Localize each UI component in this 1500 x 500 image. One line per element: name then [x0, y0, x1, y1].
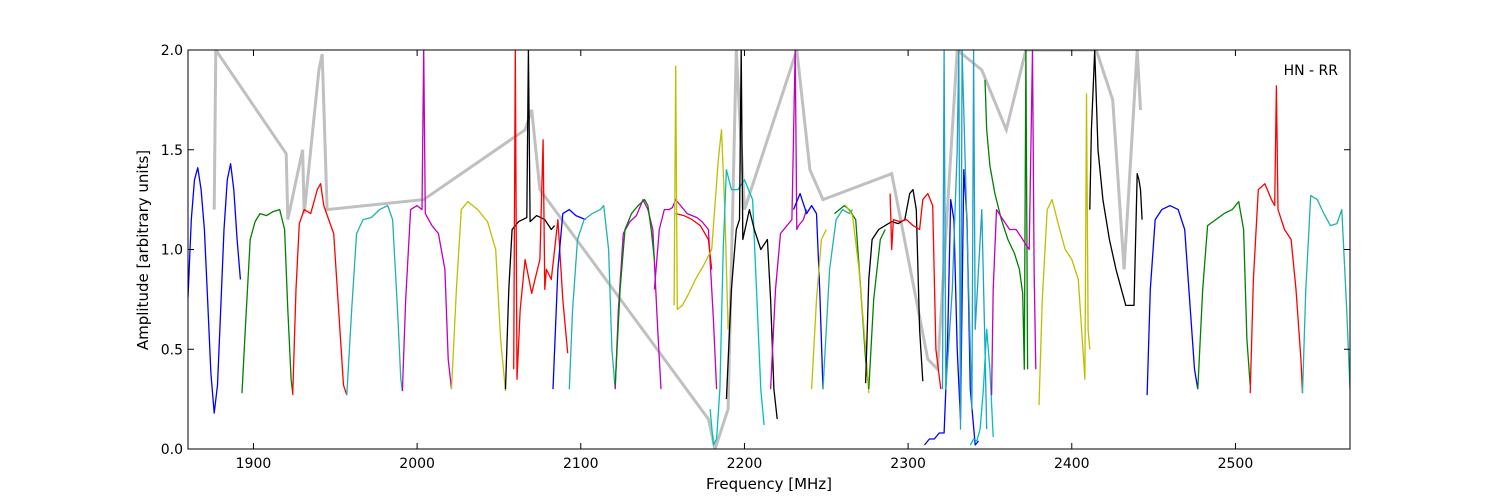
series-line-16 — [709, 169, 765, 446]
series-line-7 — [504, 50, 556, 390]
series-line-1 — [188, 163, 242, 414]
y-tick-label: 0.0 — [161, 442, 183, 458]
series-line-11 — [614, 198, 662, 390]
series-line-22 — [834, 204, 870, 390]
series-line-13 — [653, 198, 718, 390]
series-line-17 — [725, 50, 778, 420]
series-line-5 — [401, 50, 453, 392]
y-axis-label: Amplitude [arbitrary units] — [134, 150, 152, 350]
series-line-3 — [292, 183, 348, 396]
series-line-25 — [868, 229, 886, 390]
series-line-33 — [1089, 50, 1143, 307]
x-tick-label: 2100 — [563, 456, 599, 472]
y-tick-label: 0.5 — [161, 342, 183, 358]
series-line-15 — [673, 65, 729, 330]
series-line-4 — [346, 204, 404, 396]
series-line-36 — [1249, 85, 1304, 394]
x-tick-label: 1900 — [236, 456, 272, 472]
x-tick-label: 2500 — [1218, 456, 1254, 472]
x-axis-label: Frequency [MHz] — [706, 475, 832, 493]
series-line-19 — [792, 192, 824, 390]
series-line-30 — [984, 50, 1029, 370]
series-line-26 — [889, 192, 942, 390]
series-line-29 — [969, 328, 994, 446]
plot-annotation: HN - RR — [1284, 63, 1339, 79]
series-line-34 — [1146, 204, 1199, 396]
x-tick-label: 2000 — [399, 456, 435, 472]
plot-frame — [187, 49, 1351, 450]
series-line-24 — [864, 188, 924, 384]
series-line-21 — [822, 208, 854, 390]
series-line-14 — [675, 212, 713, 270]
x-axis-ticks: 1900 2000 2100 2200 2300 2400 2500 — [236, 50, 1254, 472]
series-line-8 — [513, 50, 569, 380]
series-line-2 — [241, 208, 294, 394]
series-line-12 — [614, 198, 656, 386]
series-line-35 — [1197, 200, 1251, 390]
series-layer — [188, 50, 1350, 446]
series-line-37 — [1301, 194, 1350, 394]
series-line-10 — [568, 204, 616, 390]
x-tick-label: 2300 — [890, 456, 926, 472]
series-line-31 — [990, 50, 1037, 396]
series-line-6 — [450, 200, 507, 392]
series-line-9 — [552, 208, 586, 390]
y-tick-label: 1.5 — [161, 143, 183, 159]
x-tick-label: 2200 — [727, 456, 763, 472]
series-line-28 — [941, 50, 988, 430]
y-tick-label: 2.0 — [161, 43, 183, 59]
y-tick-label: 1.0 — [161, 243, 183, 259]
series-line-32 — [1038, 93, 1091, 406]
y-axis-ticks: 0.0 0.5 1.0 1.5 2.0 — [161, 43, 1350, 458]
x-tick-label: 2400 — [1054, 456, 1090, 472]
series-line-18 — [769, 50, 808, 390]
series-line-20 — [810, 229, 827, 390]
